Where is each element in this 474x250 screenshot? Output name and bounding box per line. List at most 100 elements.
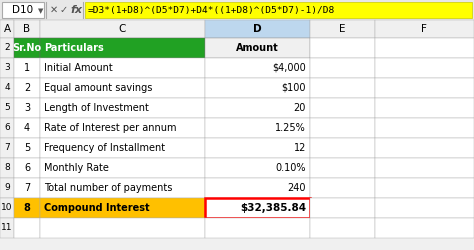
Text: 2: 2 bbox=[24, 83, 30, 93]
Bar bbox=[14, 218, 40, 238]
Bar bbox=[310, 218, 375, 238]
Bar bbox=[40, 178, 205, 198]
Text: Rate of Interest per annum: Rate of Interest per annum bbox=[44, 123, 176, 133]
Bar bbox=[375, 58, 474, 78]
Text: 0.10%: 0.10% bbox=[275, 163, 306, 173]
Bar bbox=[375, 178, 474, 198]
Bar bbox=[205, 218, 310, 238]
Text: 20: 20 bbox=[293, 103, 306, 113]
Bar bbox=[375, 98, 474, 118]
Text: Equal amount savings: Equal amount savings bbox=[44, 83, 152, 93]
Bar bbox=[310, 20, 375, 38]
Bar bbox=[0, 198, 14, 218]
Text: Initial Amount: Initial Amount bbox=[44, 63, 113, 73]
Bar bbox=[40, 98, 205, 118]
Bar bbox=[375, 158, 474, 178]
Bar bbox=[14, 138, 40, 158]
Bar bbox=[310, 178, 375, 198]
Text: Compound Interest: Compound Interest bbox=[44, 203, 150, 213]
Text: 9: 9 bbox=[4, 184, 10, 192]
Text: Sr.No: Sr.No bbox=[12, 43, 42, 53]
Text: 5: 5 bbox=[24, 143, 30, 153]
Bar bbox=[375, 118, 474, 138]
Bar bbox=[40, 58, 205, 78]
Text: 3: 3 bbox=[24, 103, 30, 113]
Bar bbox=[40, 158, 205, 178]
Bar bbox=[310, 78, 375, 98]
Bar bbox=[205, 158, 310, 178]
Text: Amount: Amount bbox=[236, 43, 279, 53]
Bar bbox=[14, 198, 40, 218]
Text: =D3*(1+D8)^(D5*D7)+D4*((1+D8)^(D5*D7)-1)/D8: =D3*(1+D8)^(D5*D7)+D4*((1+D8)^(D5*D7)-1)… bbox=[88, 6, 335, 15]
Text: 240: 240 bbox=[288, 183, 306, 193]
Bar bbox=[0, 218, 14, 238]
Bar bbox=[0, 178, 14, 198]
Bar bbox=[375, 78, 474, 98]
Text: fx: fx bbox=[70, 5, 82, 15]
Text: Monthly Rate: Monthly Rate bbox=[44, 163, 109, 173]
Bar bbox=[0, 20, 14, 38]
Text: 6: 6 bbox=[24, 163, 30, 173]
Text: 1.25%: 1.25% bbox=[275, 123, 306, 133]
Bar bbox=[310, 198, 375, 218]
Text: 2: 2 bbox=[4, 44, 10, 52]
Bar bbox=[0, 78, 14, 98]
Bar bbox=[40, 218, 205, 238]
Bar bbox=[310, 158, 375, 178]
Bar bbox=[0, 138, 14, 158]
Bar bbox=[14, 158, 40, 178]
Bar bbox=[14, 20, 40, 38]
Text: 7: 7 bbox=[24, 183, 30, 193]
Bar bbox=[205, 78, 310, 98]
Bar bbox=[40, 118, 205, 138]
Text: 8: 8 bbox=[24, 203, 30, 213]
Bar bbox=[14, 58, 40, 78]
Text: 10: 10 bbox=[1, 204, 13, 212]
Bar bbox=[310, 138, 375, 158]
Text: D: D bbox=[253, 24, 261, 34]
Text: Particulars: Particulars bbox=[44, 43, 104, 53]
Bar bbox=[0, 0, 474, 20]
Bar bbox=[310, 98, 375, 118]
Bar bbox=[205, 138, 310, 158]
Text: 7: 7 bbox=[4, 144, 10, 152]
Text: F: F bbox=[421, 24, 427, 34]
Bar bbox=[310, 58, 375, 78]
Bar bbox=[375, 38, 474, 58]
Text: E: E bbox=[339, 24, 345, 34]
Bar bbox=[14, 38, 40, 58]
Bar bbox=[40, 198, 205, 218]
Text: 6: 6 bbox=[4, 124, 10, 132]
Bar bbox=[0, 98, 14, 118]
Text: 4: 4 bbox=[24, 123, 30, 133]
Text: 3: 3 bbox=[4, 64, 10, 72]
Bar bbox=[310, 38, 375, 58]
Bar bbox=[0, 58, 14, 78]
Text: C: C bbox=[118, 24, 126, 34]
Bar bbox=[205, 20, 310, 38]
Bar bbox=[40, 138, 205, 158]
Bar bbox=[40, 38, 205, 58]
Bar bbox=[85, 2, 472, 18]
Bar bbox=[40, 20, 205, 38]
Text: A: A bbox=[3, 24, 10, 34]
Bar bbox=[375, 138, 474, 158]
Bar bbox=[0, 118, 14, 138]
Bar bbox=[14, 118, 40, 138]
Bar bbox=[310, 118, 375, 138]
Text: 11: 11 bbox=[1, 224, 13, 232]
Text: Total number of payments: Total number of payments bbox=[44, 183, 173, 193]
Bar bbox=[375, 20, 474, 38]
Text: 8: 8 bbox=[4, 164, 10, 172]
Bar bbox=[0, 158, 14, 178]
Bar bbox=[40, 78, 205, 98]
Text: D10: D10 bbox=[12, 5, 34, 15]
Bar bbox=[205, 178, 310, 198]
Bar bbox=[205, 118, 310, 138]
Bar bbox=[205, 58, 310, 78]
Text: ▼: ▼ bbox=[38, 8, 44, 14]
Bar bbox=[375, 198, 474, 218]
Bar bbox=[14, 78, 40, 98]
Text: $4,000: $4,000 bbox=[272, 63, 306, 73]
Bar bbox=[0, 20, 474, 38]
